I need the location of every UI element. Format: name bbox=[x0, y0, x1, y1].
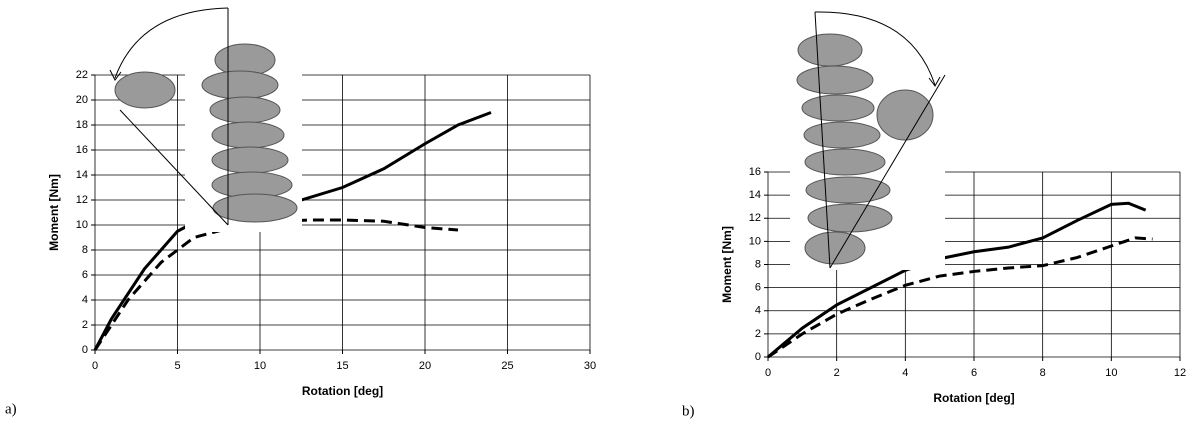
x-axis-title: Rotation [deg] bbox=[933, 391, 1014, 405]
x-tick-label: 20 bbox=[419, 360, 431, 372]
x-tick-label: 10 bbox=[1105, 367, 1117, 379]
y-tick-label: 6 bbox=[82, 269, 88, 281]
x-tick-label: 5 bbox=[174, 360, 180, 372]
x-tick-label: 25 bbox=[501, 360, 513, 372]
x-tick-label: 15 bbox=[336, 360, 348, 372]
y-axis-title: Moment [Nm] bbox=[720, 226, 734, 303]
x-tick-label: 6 bbox=[971, 367, 977, 379]
x-tick-label: 2 bbox=[834, 367, 840, 379]
data-line bbox=[93, 218, 459, 351]
y-tick-label: 16 bbox=[749, 166, 761, 178]
vertebra-stack bbox=[796, 33, 934, 265]
x-tick-label: 0 bbox=[92, 360, 98, 372]
x-tick-label: 0 bbox=[765, 367, 771, 379]
vertebra-stack bbox=[114, 43, 298, 223]
x-tick-label: 12 bbox=[1174, 367, 1186, 379]
y-tick-label: 8 bbox=[755, 258, 761, 270]
y-tick-label: 4 bbox=[82, 294, 88, 306]
panel-label: b) bbox=[682, 403, 695, 419]
y-tick-label: 0 bbox=[82, 344, 88, 356]
y-tick-label: 16 bbox=[76, 144, 88, 156]
y-tick-label: 12 bbox=[749, 212, 761, 224]
x-tick-label: 30 bbox=[584, 360, 596, 372]
x-axis-title: Rotation [deg] bbox=[302, 384, 383, 398]
x-tick-label: 4 bbox=[902, 367, 908, 379]
y-tick-label: 12 bbox=[76, 194, 88, 206]
y-tick-label: 22 bbox=[76, 69, 88, 81]
x-tick-label: 10 bbox=[254, 360, 266, 372]
y-tick-label: 18 bbox=[76, 119, 88, 131]
y-tick-label: 0 bbox=[755, 351, 761, 363]
data-line bbox=[767, 201, 1147, 359]
y-tick-label: 10 bbox=[76, 219, 88, 231]
x-tick-label: 8 bbox=[1040, 367, 1046, 379]
panel-label: a) bbox=[5, 401, 17, 417]
y-tick-label: 14 bbox=[76, 169, 88, 181]
y-tick-label: 8 bbox=[82, 244, 88, 256]
data-line bbox=[767, 236, 1153, 359]
y-tick-label: 2 bbox=[755, 328, 761, 340]
y-tick-label: 4 bbox=[755, 305, 761, 317]
y-tick-label: 14 bbox=[749, 189, 761, 201]
y-tick-label: 20 bbox=[76, 94, 88, 106]
y-tick-label: 10 bbox=[749, 235, 761, 247]
y-tick-label: 6 bbox=[755, 282, 761, 294]
vertebra-illustrations bbox=[109, 7, 946, 270]
y-axis-title: Moment [Nm] bbox=[47, 174, 61, 251]
y-tick-label: 2 bbox=[82, 319, 88, 331]
